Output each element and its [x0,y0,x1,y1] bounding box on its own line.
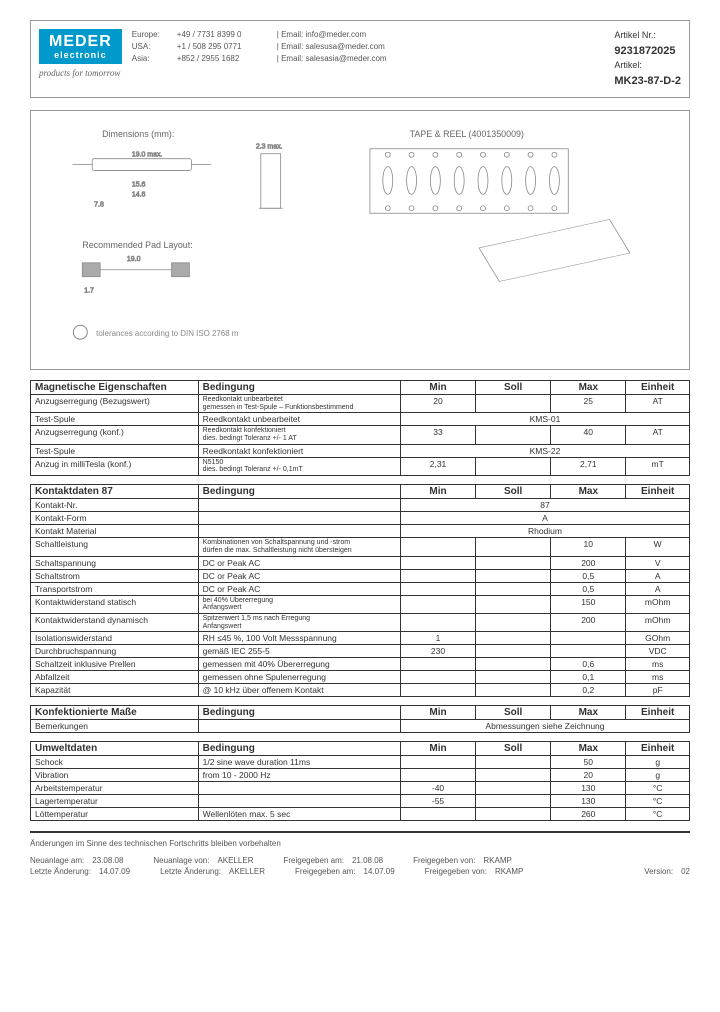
footer-row-1: Neuanlage am:23.08.08 Neuanlage von:AKELL… [30,856,690,865]
dim-title: Dimensions (mm): [102,129,174,139]
svg-text:19.0 max.: 19.0 max. [132,152,163,159]
spec-table: Magnetische EigenschaftenBedingungMinSol… [30,380,690,476]
tables: Magnetische EigenschaftenBedingungMinSol… [30,380,690,821]
article-info: Artikel Nr.: 9231872025 Artikel: MK23-87… [614,29,681,89]
tol-note: tolerances according to DIN ISO 2768 m [96,329,239,338]
footer-cell: Neuanlage von:AKELLER [153,856,253,865]
tagline: products for tomorrow [39,68,120,78]
svg-text:19.0: 19.0 [127,256,141,263]
contact-info: Europe:+49 / 7731 8399 0| Email: info@me… [132,29,605,65]
footer-cell: Letzte Änderung:14.07.09 [30,867,130,876]
spec-table: Konfektionierte MaßeBedingungMinSollMaxE… [30,705,690,733]
spec-table: UmweltdatenBedingungMinSollMaxEinheitSch… [30,741,690,821]
footer-cell: Freigegeben von:RKAMP [425,867,524,876]
svg-text:7.8: 7.8 [94,201,104,208]
svg-text:15.6: 15.6 [132,181,146,188]
logo: MEDER electronic [39,29,122,64]
article-name: MK23-87-D-2 [614,73,681,90]
footer-cell: Letzte Änderung:AKELLER [160,867,265,876]
footer-cell: Freigegeben von:RKAMP [413,856,512,865]
article-num-label: Artikel Nr.: [614,29,681,43]
contact-row: Europe:+49 / 7731 8399 0| Email: info@me… [132,29,605,41]
logo-sub: electronic [49,51,112,61]
technical-drawing: Dimensions (mm): 19.0 max. 15.6 14.6 7.8… [39,119,681,361]
logo-main: MEDER [49,33,112,51]
contact-row: USA:+1 / 508 295 0771| Email: salesusa@m… [132,41,605,53]
spec-table: Kontaktdaten 87BedingungMinSollMaxEinhei… [30,484,690,697]
svg-text:14.6: 14.6 [132,191,146,198]
footer-row-2: Letzte Änderung:14.07.09 Letzte Änderung:… [30,867,690,876]
tape-title: TAPE & REEL (4001350009) [410,129,524,139]
footer-cell: Freigegeben am:21.08.08 [283,856,383,865]
footer-note: Änderungen im Sinne des technischen Fort… [30,839,690,848]
footer: Änderungen im Sinne des technischen Fort… [30,831,690,876]
svg-text:1.7: 1.7 [84,288,94,295]
footer-cell: Neuanlage am:23.08.08 [30,856,123,865]
article-num: 9231872025 [614,43,681,60]
svg-text:2.3 max.: 2.3 max. [256,144,283,151]
footer-version: Version:02 [644,867,690,876]
footer-cell: Freigegeben am:14.07.09 [295,867,395,876]
logo-block: MEDER electronic products for tomorrow [39,29,122,78]
header: MEDER electronic products for tomorrow E… [30,20,690,98]
diagram-box: Dimensions (mm): 19.0 max. 15.6 14.6 7.8… [30,110,690,370]
contact-row: Asia:+852 / 2955 1682| Email: salesasia@… [132,53,605,65]
article-name-label: Artikel: [614,59,681,73]
pad-title: Recommended Pad Layout: [82,240,192,250]
